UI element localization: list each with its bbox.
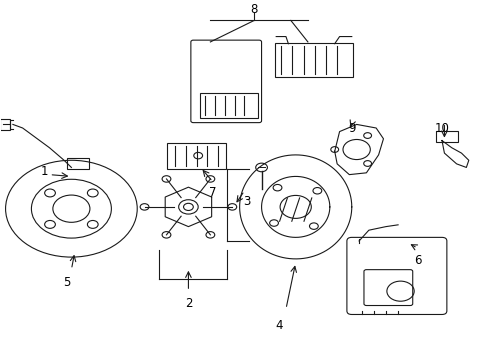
Text: 10: 10 xyxy=(434,122,448,135)
Text: 7: 7 xyxy=(209,186,216,199)
Text: 5: 5 xyxy=(62,276,70,289)
Text: 2: 2 xyxy=(184,297,192,310)
Text: 9: 9 xyxy=(347,122,355,135)
Circle shape xyxy=(255,163,267,172)
Text: 4: 4 xyxy=(275,319,283,332)
Text: 1: 1 xyxy=(41,165,48,177)
Text: 3: 3 xyxy=(243,195,250,208)
Text: 6: 6 xyxy=(413,254,421,267)
Text: 8: 8 xyxy=(250,3,257,16)
